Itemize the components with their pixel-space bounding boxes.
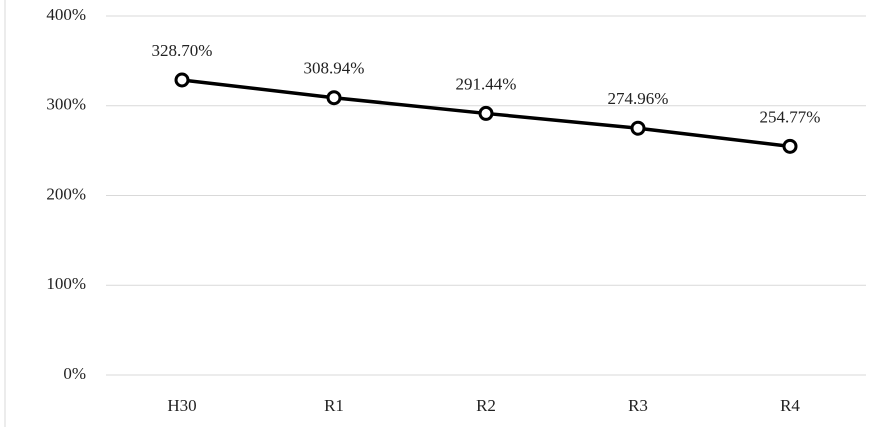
data-point bbox=[174, 72, 190, 88]
x-tick-label: R2 bbox=[476, 396, 496, 415]
y-tick-label: 200% bbox=[46, 184, 86, 203]
data-label: 254.77% bbox=[760, 107, 821, 126]
y-tick-label: 300% bbox=[46, 95, 86, 114]
x-tick-label: R4 bbox=[780, 396, 800, 415]
x-tick-label: R3 bbox=[628, 396, 648, 415]
data-label: 274.96% bbox=[608, 89, 669, 108]
y-tick-label: 0% bbox=[63, 364, 86, 383]
data-point bbox=[782, 138, 798, 154]
data-label: 308.94% bbox=[304, 59, 365, 78]
data-point bbox=[630, 120, 646, 136]
data-label: 291.44% bbox=[456, 74, 517, 93]
data-point bbox=[478, 105, 494, 121]
x-tick-label: H30 bbox=[167, 396, 196, 415]
y-tick-label: 400% bbox=[46, 5, 86, 24]
data-point bbox=[326, 90, 342, 106]
x-tick-label: R1 bbox=[324, 396, 344, 415]
data-label: 328.70% bbox=[152, 41, 213, 60]
y-tick-label: 100% bbox=[46, 274, 86, 293]
